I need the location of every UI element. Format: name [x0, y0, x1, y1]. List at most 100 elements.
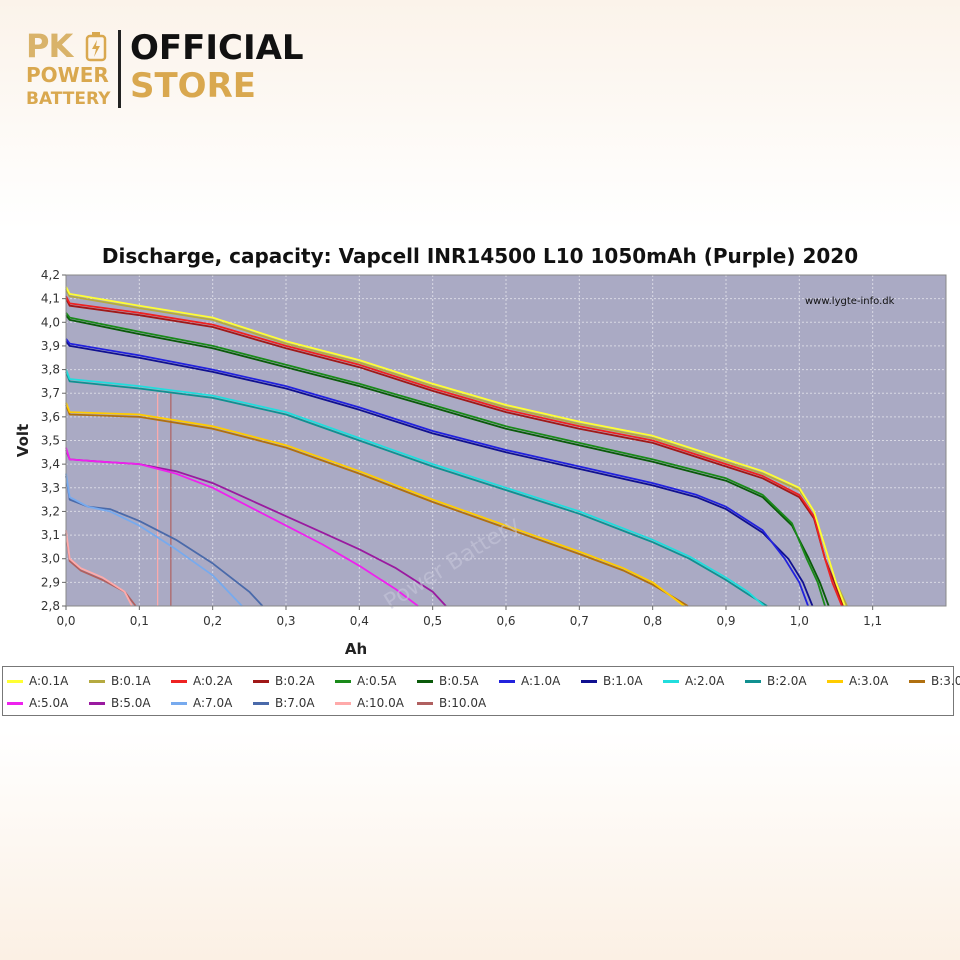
legend-label: B:2.0A [767, 674, 807, 688]
y-tick-label: 3,6 [41, 410, 60, 424]
series-line-a-10-0a [65, 530, 133, 607]
logo-battery-text: BATTERY [26, 89, 111, 109]
x-tick-label: 0,1 [130, 614, 149, 628]
legend-label: A:0.5A [357, 674, 397, 688]
legend-label: B:1.0A [603, 674, 643, 688]
legend-label: B:5.0A [111, 696, 151, 710]
legend-label: A:0.2A [193, 674, 233, 688]
legend-label: B:0.1A [111, 674, 151, 688]
legend-label: B:0.5A [439, 674, 479, 688]
series-line-b-3-0a [65, 404, 689, 607]
legend-item: A:10.0A [335, 693, 417, 713]
legend-label: A:3.0A [849, 674, 889, 688]
y-tick-label: 3,0 [41, 552, 60, 566]
x-axis-label: Ah [345, 640, 367, 658]
logo-pk-text: PK [26, 27, 73, 65]
x-tick-label: 0,2 [203, 614, 222, 628]
logo-power-text: POWER [26, 63, 109, 87]
x-tick-label: 0,9 [716, 614, 735, 628]
legend-swatch [7, 679, 23, 683]
legend-label: A:2.0A [685, 674, 725, 688]
header-background [0, 0, 960, 230]
legend-swatch [253, 701, 269, 705]
battery-icon [85, 32, 107, 62]
y-tick-label: 2,9 [41, 575, 60, 589]
credit-text: www.lygte-info.dk [805, 296, 895, 307]
legend-item: B:0.5A [417, 671, 499, 691]
legend-swatch [581, 679, 597, 683]
legend-swatch [417, 679, 433, 683]
series-line-a-0-2a [65, 295, 843, 607]
y-axis-label: Volt [14, 424, 32, 457]
y-tick-label: 4,0 [41, 315, 60, 329]
legend-item: A:7.0A [171, 693, 253, 713]
legend-row: A:5.0A B:5.0A A:7.0A B:7.0A A:10.0A B:10.0A [7, 693, 499, 713]
y-tick-label: 2,8 [41, 599, 60, 613]
series-line-a-0-5a [65, 312, 826, 607]
legend-item: A:0.2A [171, 671, 253, 691]
legend-item: B:0.2A [253, 671, 335, 691]
y-tick-label: 3,7 [41, 386, 60, 400]
series-line-b-7-0a [65, 475, 264, 607]
legend-label: B:10.0A [439, 696, 487, 710]
official-text: OFFICIAL [130, 28, 304, 68]
x-tick-label: 0,5 [423, 614, 442, 628]
series-line-a-3-0a [65, 402, 685, 607]
chart-title: Discharge, capacity: Vapcell INR14500 L1… [101, 244, 859, 268]
legend-label: B:0.2A [275, 674, 315, 688]
y-tick-label: 3,8 [41, 363, 60, 377]
y-tick-label: 3,2 [41, 504, 60, 518]
legend-label: B:3.0A [931, 674, 960, 688]
series-line-a-0-1a [65, 286, 846, 607]
legend-swatch [335, 679, 351, 683]
legend-item: A:3.0A [827, 671, 909, 691]
brand-logo: PK POWER BATTERY OFFICIAL STORE [22, 28, 322, 118]
legend-swatch [335, 701, 351, 705]
y-tick-label: 3,5 [41, 434, 60, 448]
x-tick-label: 0,3 [276, 614, 295, 628]
legend-item: A:0.5A [335, 671, 417, 691]
legend-swatch [417, 701, 433, 705]
x-tick-label: 0,7 [570, 614, 589, 628]
store-text: STORE [130, 66, 256, 106]
legend-label: A:1.0A [521, 674, 561, 688]
legend-item: B:7.0A [253, 693, 335, 713]
x-tick-label: 0,4 [350, 614, 369, 628]
legend-item: A:1.0A [499, 671, 581, 691]
discharge-chart: www.lygte-info.dk Power Battery 0,0 0,1 0,… [14, 268, 947, 658]
legend-item: B:1.0A [581, 671, 663, 691]
legend-item: A:5.0A [7, 693, 89, 713]
legend-item: A:2.0A [663, 671, 745, 691]
y-tick-label: 4,1 [41, 292, 60, 306]
pk-power-battery-logo: PK POWER BATTERY [22, 28, 114, 114]
x-tick-label: 0,8 [643, 614, 662, 628]
legend-item: A:0.1A [7, 671, 89, 691]
legend-swatch [89, 701, 105, 705]
chart-legend: A:0.1A B:0.1A A:0.2A B:0.2A A:0.5A B:0.5A A:1.… [2, 666, 960, 716]
legend-swatch [7, 701, 23, 705]
legend-label: A:5.0A [29, 696, 69, 710]
y-tick-label: 3,3 [41, 481, 60, 495]
legend-swatch [253, 679, 269, 683]
x-tick-label: 1,1 [863, 614, 882, 628]
x-tick-label: 0,0 [56, 614, 75, 628]
legend-swatch [171, 701, 187, 705]
x-tick-label: 1,0 [790, 614, 809, 628]
legend-row: A:0.1A B:0.1A A:0.2A B:0.2A A:0.5A B:0.5A A:1.… [7, 671, 960, 691]
footer-background [0, 730, 960, 960]
y-tick-label: 3,9 [41, 339, 60, 353]
legend-swatch [827, 679, 843, 683]
y-tick-label: 4,2 [41, 268, 60, 282]
legend-swatch [909, 679, 925, 683]
series-line-a-2-0a [65, 369, 765, 607]
legend-item: B:0.1A [89, 671, 171, 691]
legend-item: B:2.0A [745, 671, 827, 691]
legend-label: A:10.0A [357, 696, 404, 710]
legend-swatch [171, 679, 187, 683]
x-tick-label: 0,6 [496, 614, 515, 628]
legend-swatch [499, 679, 515, 683]
legend-swatch [663, 679, 679, 683]
y-tick-label: 3,4 [41, 457, 60, 471]
series-line-a-1-0a [65, 338, 809, 607]
logo-divider [118, 30, 121, 108]
